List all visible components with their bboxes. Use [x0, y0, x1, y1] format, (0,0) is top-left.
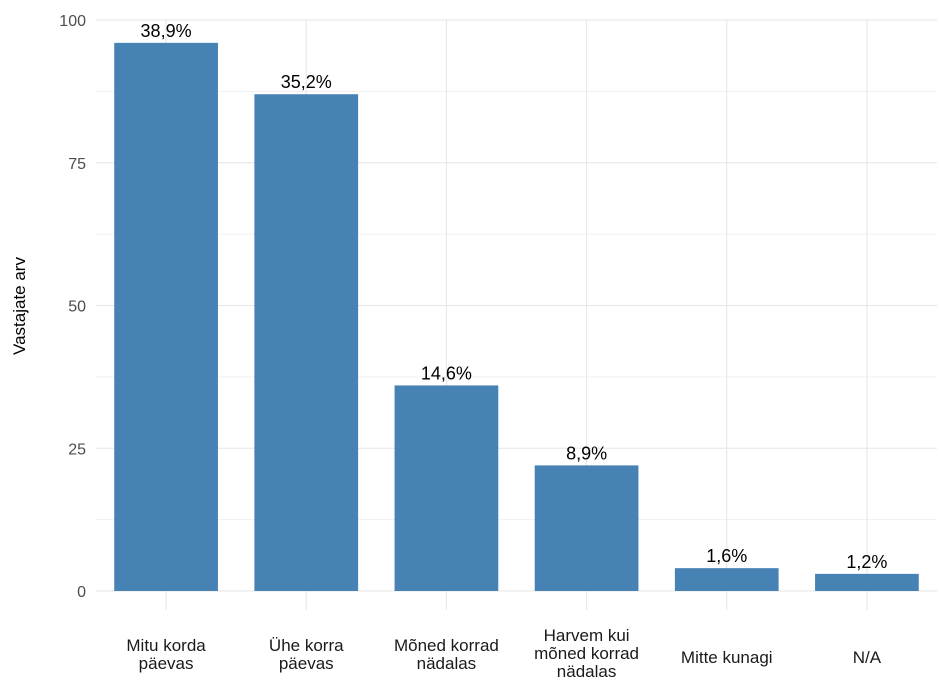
- y-tick-label: 0: [77, 584, 86, 601]
- x-tick-label: Mitu korda päevas: [126, 636, 206, 673]
- x-tick-label: N/A: [853, 648, 882, 667]
- bar-data-label: 14,6%: [421, 363, 472, 383]
- x-tick-label: Mitte kunagi: [681, 648, 773, 667]
- bar: [114, 42, 218, 591]
- x-tick-label: Ühe korra päevas: [269, 636, 344, 673]
- y-tick-label: 100: [59, 13, 86, 30]
- data-labels: 38,9% 35,2% 14,6% 8,9% 1,6% 1,2%: [141, 21, 888, 572]
- bar-data-label: 8,9%: [566, 443, 607, 463]
- bar: [254, 94, 359, 591]
- y-axis-ticks: 0 25 50 75 100: [59, 13, 86, 601]
- grid: [96, 19, 937, 610]
- y-tick-label: 75: [68, 156, 86, 173]
- bar-data-label: 1,2%: [846, 552, 887, 572]
- bar-data-label: 1,6%: [706, 546, 747, 566]
- bar: [534, 465, 639, 591]
- bar-data-label: 35,2%: [281, 72, 332, 92]
- x-tick-label: Mõned korrad nädalas: [394, 636, 499, 673]
- x-tick-label: Harvem kui mõned korrad nädalas: [534, 626, 639, 681]
- y-tick-label: 25: [68, 441, 86, 458]
- y-axis-title: Vastajate arv: [10, 257, 29, 355]
- x-axis-ticks: Mitu korda päevas Ühe korra päevas Mõned kor…: [126, 626, 881, 681]
- y-tick-label: 50: [68, 299, 86, 316]
- bars: [114, 42, 919, 591]
- bar: [394, 385, 499, 591]
- bar: [815, 573, 919, 591]
- bar: [674, 568, 779, 591]
- bar-data-label: 38,9%: [141, 21, 192, 41]
